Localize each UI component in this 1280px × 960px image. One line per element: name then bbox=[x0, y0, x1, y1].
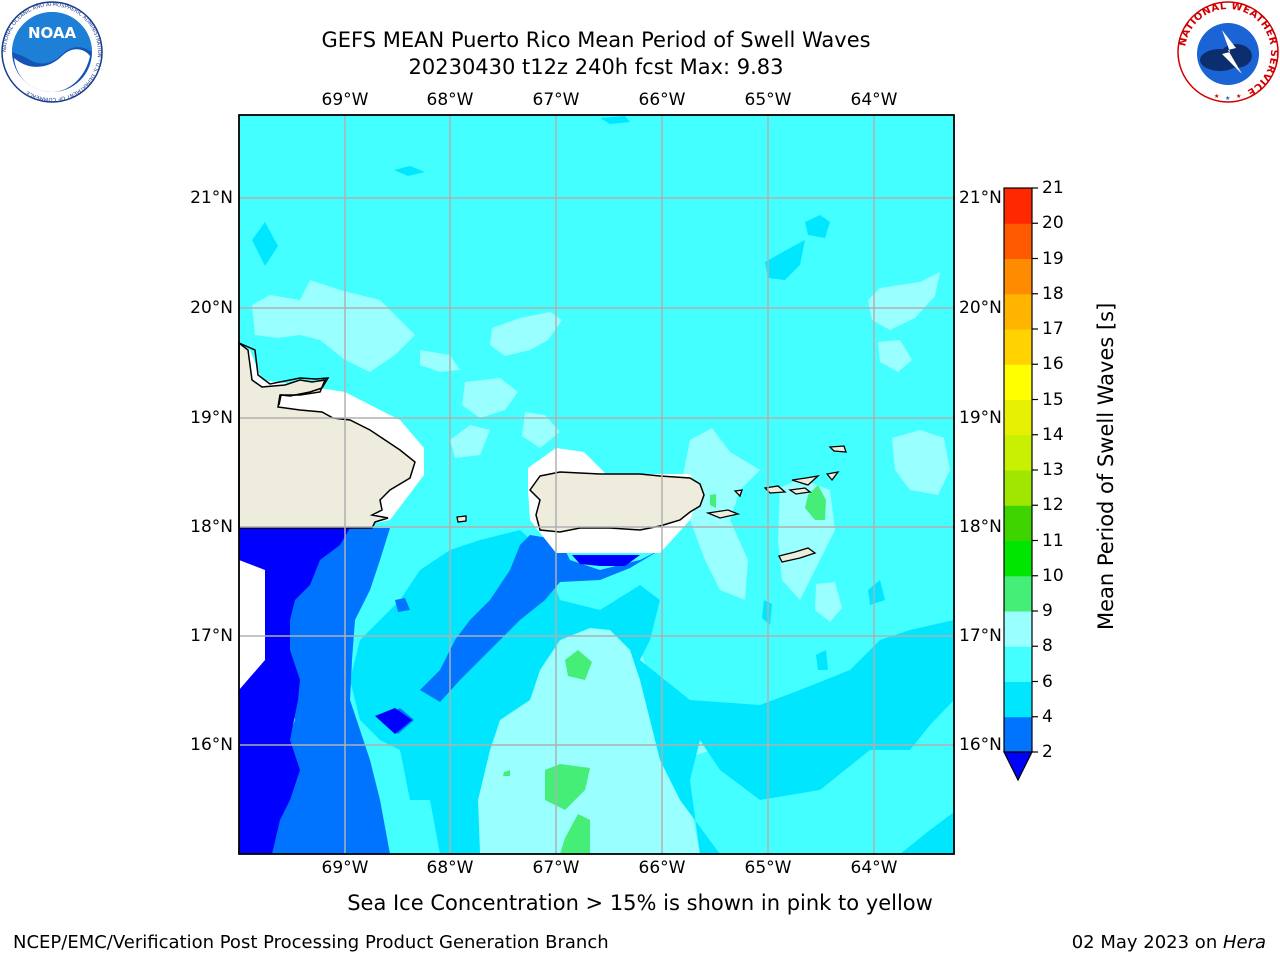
colorbar-segment bbox=[1004, 399, 1032, 436]
lon-label-top: 66°W bbox=[638, 90, 686, 110]
lon-label-top: 67°W bbox=[532, 90, 580, 110]
lon-label-top: 64°W bbox=[850, 90, 898, 110]
colorbar-segment bbox=[1004, 505, 1032, 541]
colorbar bbox=[1003, 187, 1038, 782]
colorbar-tick-label: 12 bbox=[1042, 495, 1064, 516]
colorbar-segment bbox=[1004, 293, 1032, 330]
lat-label-left: 18°N bbox=[190, 517, 233, 537]
land-hispaniola-north bbox=[238, 342, 330, 406]
colorbar-title: Mean Period of Swell Waves [s] bbox=[1094, 302, 1118, 630]
lat-label-right: 18°N bbox=[959, 517, 1002, 537]
svg-text:★: ★ bbox=[1214, 93, 1219, 100]
lat-label-right: 21°N bbox=[959, 188, 1002, 208]
sea-ice-note: Sea Ice Concentration > 15% is shown in … bbox=[347, 891, 933, 915]
map-frame bbox=[238, 114, 955, 855]
date-stamp: 02 May 2023 on Hera bbox=[1072, 932, 1266, 953]
host-name: Hera bbox=[1222, 932, 1266, 953]
lon-label-top: 65°W bbox=[744, 90, 792, 110]
lon-label-bottom: 67°W bbox=[532, 858, 580, 878]
colorbar-segment bbox=[1004, 540, 1032, 577]
colorbar-tick-label: 14 bbox=[1042, 424, 1064, 445]
colorbar-segment bbox=[1004, 611, 1032, 647]
colorbar-tick-label: 15 bbox=[1042, 389, 1064, 410]
colorbar-tick-label: 10 bbox=[1042, 565, 1064, 586]
lon-label-bottom: 64°W bbox=[850, 858, 898, 878]
lon-label-top: 69°W bbox=[321, 90, 369, 110]
lon-label-top: 68°W bbox=[426, 90, 474, 110]
grid-lines bbox=[239, 115, 954, 854]
lat-label-right: 19°N bbox=[959, 408, 1002, 428]
colorbar-tick-label: 4 bbox=[1042, 706, 1053, 727]
colorbar-segment bbox=[1004, 223, 1032, 259]
colorbar-segment bbox=[1004, 434, 1032, 471]
colorbar-tick-label: 2 bbox=[1042, 742, 1053, 762]
colorbar-tick-label: 17 bbox=[1042, 319, 1064, 339]
lat-label-right: 20°N bbox=[959, 298, 1002, 318]
colorbar-tick-label: 9 bbox=[1042, 601, 1053, 621]
colorbar-segment bbox=[1004, 646, 1032, 682]
nws-logo: NATIONAL WEATHER SERVICE ★ ★ ★ bbox=[1177, 1, 1279, 103]
colorbar-segment bbox=[1004, 575, 1032, 612]
small-islands bbox=[456, 445, 847, 563]
svg-text:★: ★ bbox=[1225, 95, 1230, 102]
colorbar-tick-label: 11 bbox=[1042, 530, 1064, 551]
colorbar-segment bbox=[1004, 716, 1032, 753]
contour-8-9 bbox=[252, 272, 950, 854]
land-hispaniola bbox=[238, 341, 416, 529]
lon-label-bottom: 68°W bbox=[426, 858, 474, 878]
lat-label-left: 16°N bbox=[190, 735, 233, 755]
colorbar-segment bbox=[1004, 258, 1032, 295]
colorbar-segment bbox=[1004, 364, 1032, 400]
lon-label-bottom: 66°W bbox=[638, 858, 686, 878]
lat-label-right: 17°N bbox=[959, 626, 1002, 646]
credit-text: NCEP/EMC/Verification Post Processing Pr… bbox=[13, 932, 609, 953]
land-puerto-rico bbox=[529, 471, 705, 533]
svg-text:★: ★ bbox=[1236, 93, 1241, 100]
map-title: GEFS MEAN Puerto Rico Mean Period of Swe… bbox=[321, 28, 871, 52]
lat-label-left: 17°N bbox=[190, 626, 233, 646]
noaa-logo-text: NOAA bbox=[28, 24, 77, 42]
colorbar-tick-label: 6 bbox=[1042, 671, 1053, 692]
colorbar-tick-label: 21 bbox=[1042, 178, 1064, 198]
noaa-logo: NATIONAL OCEANIC AND ATMOSPHERIC ADMINIS… bbox=[1, 1, 103, 103]
colorbar-tick-label: 8 bbox=[1042, 636, 1053, 657]
lon-label-bottom: 65°W bbox=[744, 858, 792, 878]
colorbar-under-arrow bbox=[1003, 751, 1033, 782]
lon-label-bottom: 69°W bbox=[321, 858, 369, 878]
colorbar-segment bbox=[1004, 681, 1032, 718]
map-subtitle: 20230430 t12z 240h fcst Max: 9.83 bbox=[408, 55, 784, 79]
colorbar-tick-label: 13 bbox=[1042, 460, 1064, 480]
colorbar-tick-label: 18 bbox=[1042, 283, 1064, 304]
colorbar-tick-label: 19 bbox=[1042, 248, 1064, 269]
lat-label-left: 20°N bbox=[190, 298, 233, 318]
date-text: 02 May 2023 on bbox=[1071, 932, 1223, 953]
colorbar-tick-label: 20 bbox=[1042, 213, 1064, 234]
lat-label-left: 19°N bbox=[190, 408, 233, 428]
colorbar-segment bbox=[1004, 188, 1032, 224]
colorbar-segment bbox=[1004, 470, 1032, 506]
colorbar-frame bbox=[1003, 187, 1033, 753]
contour-under-2 bbox=[239, 528, 640, 854]
colorbar-tick-label: 16 bbox=[1042, 354, 1064, 375]
lat-label-right: 16°N bbox=[959, 735, 1002, 755]
colorbar-segment bbox=[1004, 329, 1032, 365]
lat-label-left: 21°N bbox=[190, 188, 233, 208]
